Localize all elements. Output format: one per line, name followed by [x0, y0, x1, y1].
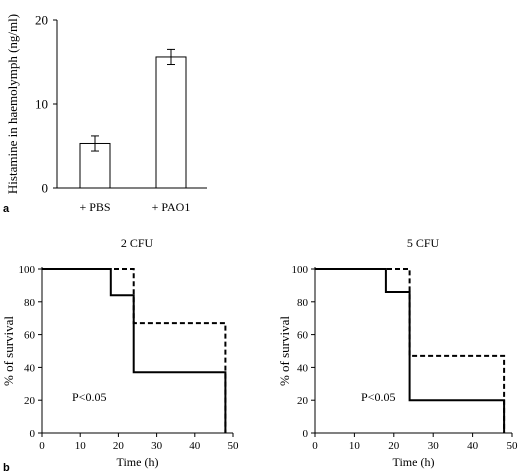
x-tick-label: 40	[467, 440, 479, 452]
x-tick-label: 30	[151, 440, 163, 452]
y-tick-label: 60	[24, 330, 36, 342]
x-tick-label: 30	[428, 440, 440, 452]
x-tick-label: 20	[388, 440, 400, 452]
x-tick-label: 50	[228, 440, 240, 452]
x-category-label: + PBS	[79, 200, 110, 214]
y-tick-label: 10	[35, 97, 48, 112]
x-tick-label: 10	[349, 440, 361, 452]
y-tick-label: 0	[303, 428, 309, 440]
survival-chart-5cfu: 5 CFU 0 20 40 60 80 100 0 10 20 30 40 50 Time (h) % of…	[277, 236, 518, 469]
y-axis-label: Histamine in haemolymph (ng/ml)	[5, 14, 20, 194]
x-tick-label: 0	[39, 440, 45, 452]
x-axis-label: Time (h)	[393, 455, 435, 469]
panel-label-a: a	[3, 203, 10, 215]
y-tick-label: 20	[35, 13, 48, 28]
x-tick-label: 0	[312, 440, 318, 452]
y-axis-label: % of survival	[1, 316, 16, 386]
y-tick-label: 100	[292, 264, 309, 276]
y-tick-label: 80	[297, 297, 309, 309]
chart-title: 2 CFU	[121, 236, 154, 250]
p-value-annotation: P<0.05	[361, 390, 395, 404]
y-tick-label: 60	[297, 330, 309, 342]
y-tick-label: 0	[42, 181, 49, 196]
y-tick-label: 20	[297, 395, 309, 407]
x-tick-label: 20	[113, 440, 125, 452]
y-tick-label: 80	[24, 297, 36, 309]
survival-line-dashed	[42, 268, 227, 433]
histamine-bar-chart: 0 10 20 + PBS + PAO1 Histamine in haemolymph …	[5, 13, 207, 214]
bar	[155, 56, 187, 189]
survival-chart-2cfu: 2 CFU 0 20 40 60 80 100 0 10 20 30 40 50 Time (h) % of…	[1, 236, 239, 469]
y-tick-label: 40	[24, 362, 36, 374]
y-tick-label: 40	[297, 362, 309, 374]
x-tick-label: 10	[75, 440, 87, 452]
y-tick-label: 20	[24, 395, 36, 407]
x-tick-label: 50	[507, 440, 519, 452]
chart-title: 5 CFU	[407, 236, 440, 250]
x-tick-label: 40	[189, 440, 201, 452]
panel-label-b: b	[3, 462, 10, 474]
y-axis-label: % of survival	[277, 316, 292, 386]
x-axis-label: Time (h)	[117, 455, 159, 469]
y-tick-label: 100	[19, 264, 36, 276]
p-value-annotation: P<0.05	[72, 390, 106, 404]
x-category-label: + PAO1	[152, 200, 191, 214]
y-tick-label: 0	[30, 428, 36, 440]
